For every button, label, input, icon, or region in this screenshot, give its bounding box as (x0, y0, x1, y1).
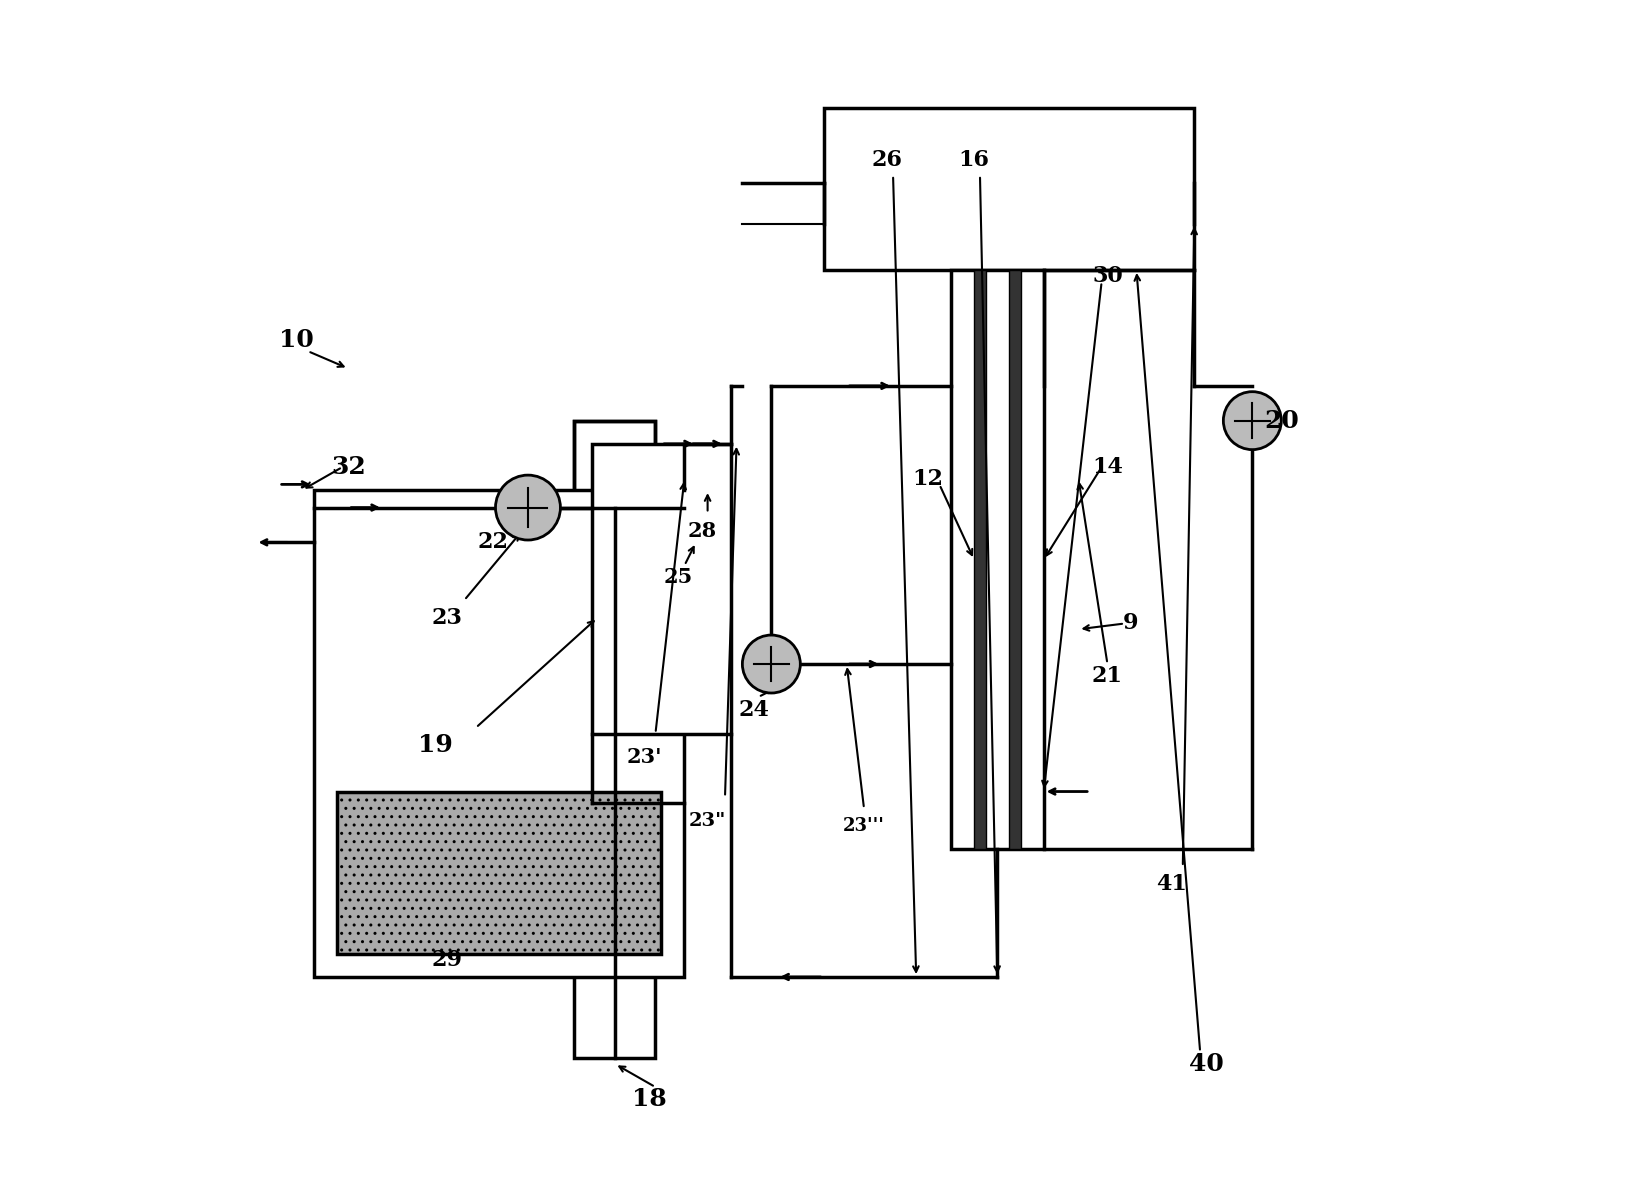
Text: 22: 22 (478, 531, 509, 553)
Text: 32: 32 (331, 455, 366, 479)
Text: 21: 21 (1092, 665, 1123, 686)
Bar (575, 421, 656, 734)
Bar (313, 490, 685, 977)
Bar (950, 270, 1044, 849)
Text: 25: 25 (664, 567, 693, 587)
Text: 14: 14 (1092, 457, 1123, 478)
Bar (336, 792, 660, 954)
Text: 16: 16 (959, 149, 990, 171)
Bar (591, 443, 731, 734)
Text: 9: 9 (1123, 612, 1138, 635)
Text: 19: 19 (418, 734, 453, 757)
Text: 23: 23 (432, 606, 463, 629)
Text: 23": 23" (688, 812, 726, 830)
Text: 10: 10 (278, 327, 313, 352)
Text: 41: 41 (1156, 873, 1186, 895)
Text: 23''': 23''' (843, 817, 884, 836)
Text: 18: 18 (632, 1087, 667, 1111)
Text: 29: 29 (432, 949, 463, 970)
Text: 23': 23' (626, 747, 662, 767)
Bar (575, 421, 656, 1058)
Text: 30: 30 (1092, 265, 1123, 287)
Circle shape (496, 476, 560, 540)
Circle shape (1224, 391, 1281, 449)
Bar (824, 108, 1194, 270)
Text: 24: 24 (738, 699, 769, 722)
Text: 26: 26 (871, 149, 903, 171)
Circle shape (743, 635, 800, 693)
Text: 20: 20 (1263, 409, 1299, 433)
Bar (575, 734, 656, 942)
Bar (973, 270, 987, 849)
Text: 40: 40 (1189, 1052, 1224, 1076)
Text: 28: 28 (687, 521, 716, 541)
Text: 12: 12 (912, 467, 944, 490)
Bar (1010, 270, 1021, 849)
